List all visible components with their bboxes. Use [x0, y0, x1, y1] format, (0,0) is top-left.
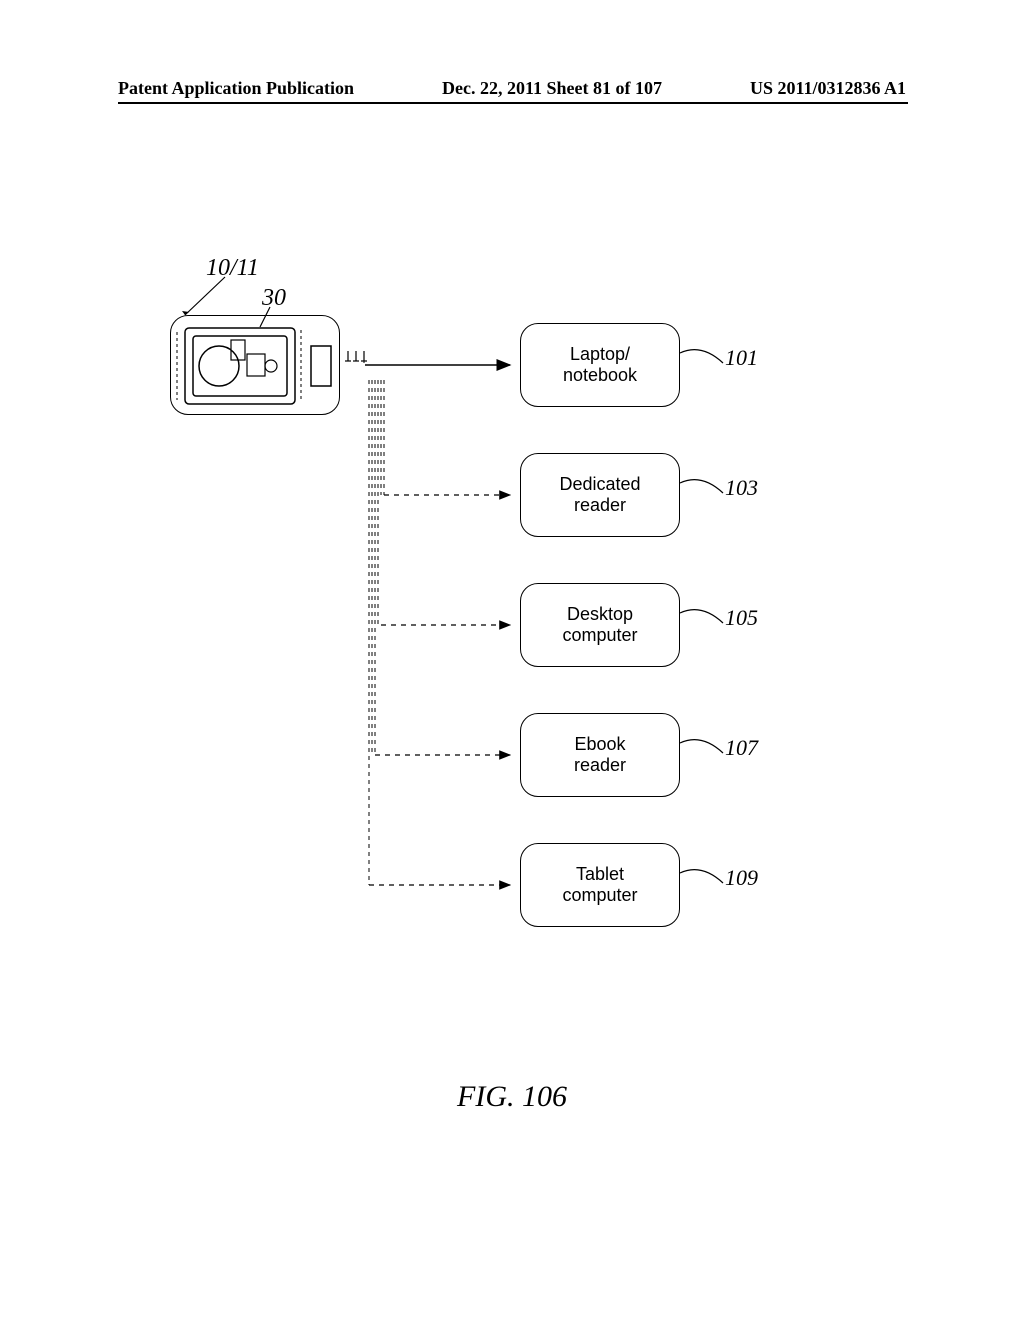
- device-ref-10-11: 10/11: [206, 255, 259, 282]
- figure-diagram: 10/11 30 Laptop/notebook101Dedicatedread…: [170, 255, 870, 975]
- device-internals: [171, 316, 341, 416]
- ref-107: 107: [725, 735, 758, 761]
- node-laptop-line2: notebook: [563, 365, 637, 386]
- ref-101: 101: [725, 345, 758, 371]
- node-ebook-line1: Ebook: [574, 734, 625, 755]
- node-desktop-line2: computer: [562, 625, 637, 646]
- node-tablet-line2: computer: [562, 885, 637, 906]
- connector-tabs: [345, 347, 375, 383]
- node-ebook-line2: reader: [574, 755, 626, 776]
- header-left: Patent Application Publication: [118, 78, 354, 99]
- device-outer-box: [170, 315, 340, 415]
- node-desktop: Desktopcomputer: [520, 583, 680, 667]
- node-dedicated-line1: Dedicated: [559, 474, 640, 495]
- node-laptop-line1: Laptop/: [570, 344, 630, 365]
- figure-caption: FIG. 106: [0, 1080, 1024, 1114]
- node-laptop: Laptop/notebook: [520, 323, 680, 407]
- node-ebook: Ebookreader: [520, 713, 680, 797]
- node-desktop-line1: Desktop: [567, 604, 633, 625]
- node-dedicated: Dedicatedreader: [520, 453, 680, 537]
- device-ref-30: 30: [262, 285, 286, 312]
- page-header: Patent Application Publication Dec. 22, …: [0, 78, 1024, 99]
- ref-103: 103: [725, 475, 758, 501]
- node-tablet: Tabletcomputer: [520, 843, 680, 927]
- ref-105: 105: [725, 605, 758, 631]
- header-rule: [118, 102, 908, 104]
- header-right: US 2011/0312836 A1: [750, 78, 906, 99]
- ref-109: 109: [725, 865, 758, 891]
- node-tablet-line1: Tablet: [576, 864, 624, 885]
- header-center: Dec. 22, 2011 Sheet 81 of 107: [442, 78, 662, 99]
- node-dedicated-line2: reader: [574, 495, 626, 516]
